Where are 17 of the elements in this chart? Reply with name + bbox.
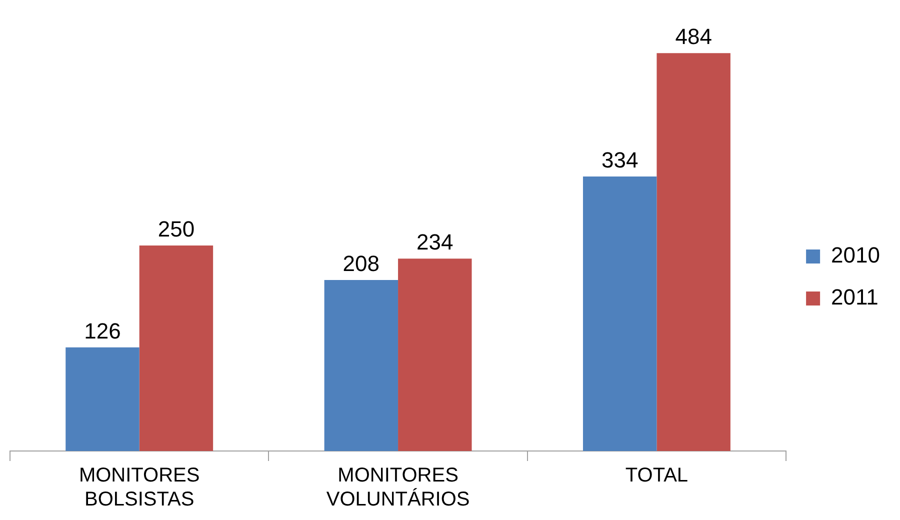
- data-label: 250: [158, 216, 195, 242]
- bar: [324, 280, 398, 451]
- x-tick-label: MONITORES BOLSISTAS: [78, 464, 200, 511]
- x-tick-label: TOTAL: [625, 464, 688, 487]
- data-label: 208: [342, 251, 380, 276]
- legend-label: 2011: [831, 284, 878, 310]
- legend-label: 2010: [831, 242, 880, 268]
- bar: [656, 53, 730, 451]
- bar: [582, 176, 657, 451]
- data-label: 484: [675, 24, 712, 50]
- data-label: 334: [601, 148, 638, 173]
- data-label: 126: [84, 318, 121, 344]
- data-label: 234: [416, 230, 454, 255]
- bar: [66, 347, 140, 451]
- bar: [139, 246, 214, 451]
- x-tick-label: MONITORES VOLUNTÁRIOS: [326, 464, 470, 511]
- bar: [398, 258, 472, 451]
